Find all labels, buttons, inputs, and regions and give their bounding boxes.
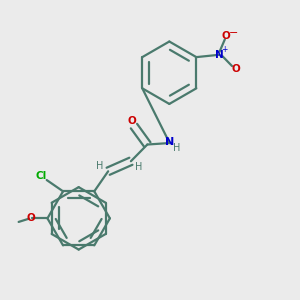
Text: O: O [222, 31, 230, 41]
Text: −: − [229, 28, 238, 38]
Text: N: N [215, 50, 224, 60]
Text: O: O [26, 213, 35, 224]
Text: H: H [96, 161, 103, 171]
Text: Cl: Cl [36, 172, 47, 182]
Text: O: O [127, 116, 136, 126]
Text: +: + [222, 45, 228, 54]
Text: O: O [231, 64, 240, 74]
Text: N: N [165, 136, 174, 146]
Text: H: H [173, 143, 181, 153]
Text: H: H [135, 162, 142, 172]
